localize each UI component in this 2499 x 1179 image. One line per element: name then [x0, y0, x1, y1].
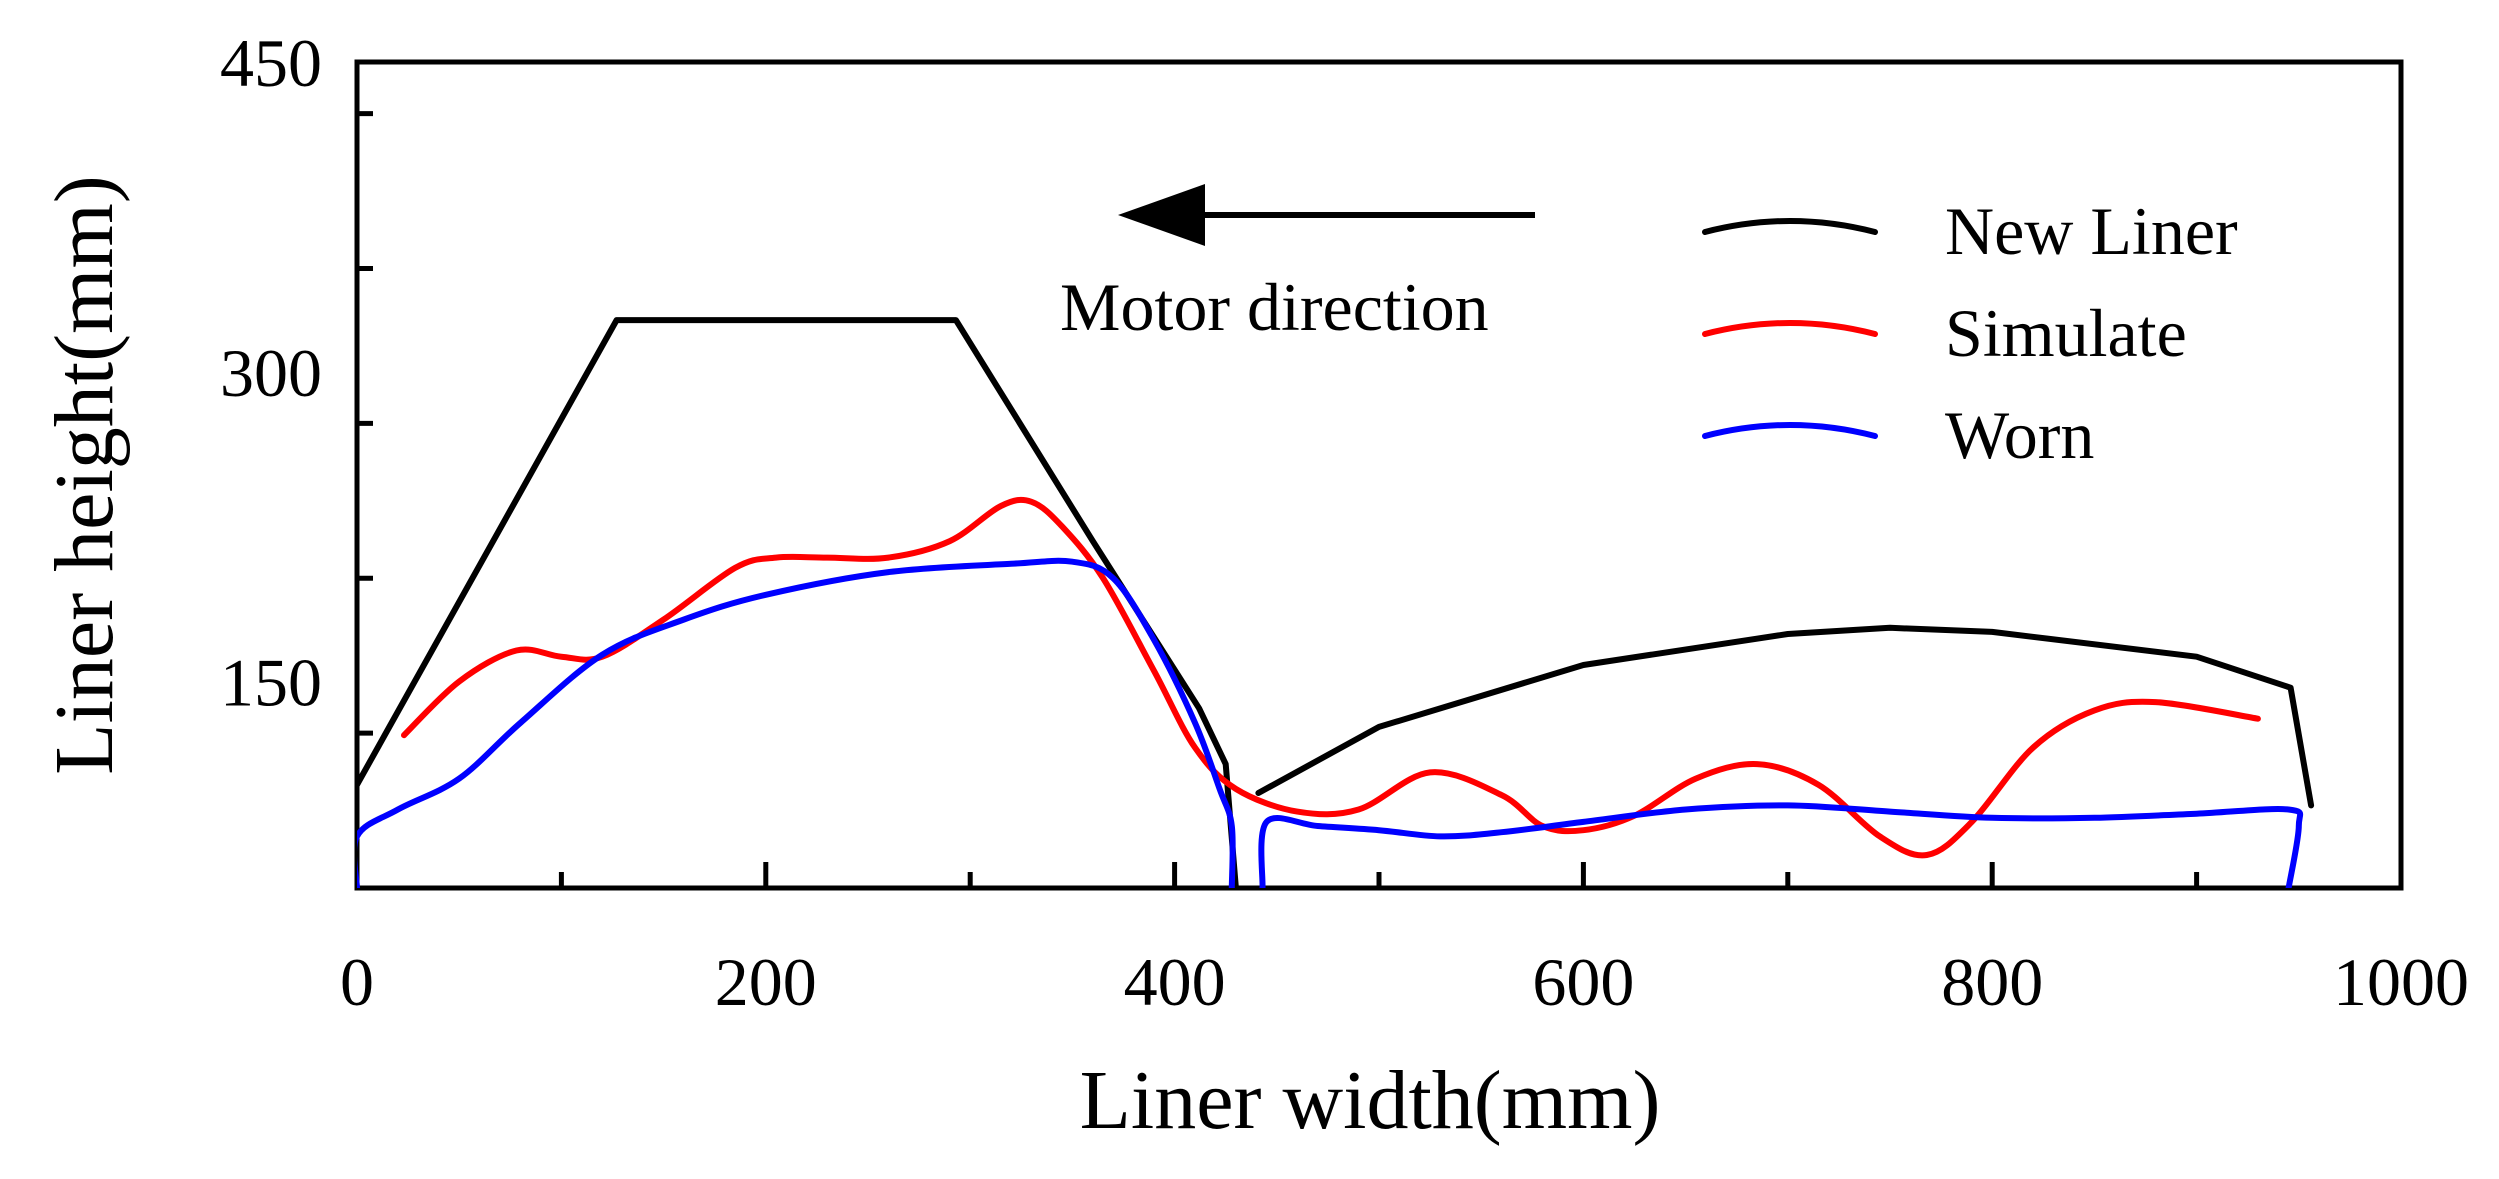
motor-direction-label: Motor direction: [1060, 269, 1489, 345]
series-simulate-line: [401, 496, 2261, 859]
legend-label-simulate: Simulate: [1945, 295, 2187, 371]
x-axis-title: Liner width(mm): [1080, 1054, 1661, 1147]
x-tick-label: 200: [715, 944, 817, 1020]
series-layer: [357, 317, 2315, 888]
series-worn-line: [1258, 802, 2304, 888]
x-tick-label: 0: [340, 944, 374, 1020]
plot-frame: [354, 59, 2404, 891]
x-tick-label: 800: [1941, 944, 2043, 1020]
legend-label-new-liner: New Liner: [1945, 193, 2238, 269]
legend-swatch-simulate: [1702, 320, 1878, 337]
y-tick-label: 150: [220, 645, 322, 721]
x-tick-label: 400: [1124, 944, 1226, 1020]
ticks: [354, 111, 2404, 888]
series-new-liner-line: [1255, 624, 2315, 809]
y-tick-label: 300: [220, 335, 322, 411]
legend: New Liner Simulate Worn: [1702, 193, 2238, 473]
x-tick-label: 1000: [2333, 944, 2469, 1020]
legend-label-worn: Worn: [1945, 397, 2094, 473]
motor-direction-annotation: Motor direction: [1060, 184, 1535, 345]
series-worn-line: [357, 557, 1236, 888]
y-tick-label: 450: [220, 25, 322, 101]
legend-swatch-worn: [1702, 422, 1878, 439]
y-axis-title: Liner height(mm): [38, 175, 131, 774]
motor-direction-arrow-head: [1118, 184, 1205, 246]
series-new-liner-line: [357, 317, 1239, 888]
x-tick-label: 600: [1532, 944, 1634, 1020]
tick-labels: 0 200 400 600 800 1000 150 300 450: [220, 25, 2469, 1020]
legend-swatch-new-liner: [1702, 218, 1878, 235]
